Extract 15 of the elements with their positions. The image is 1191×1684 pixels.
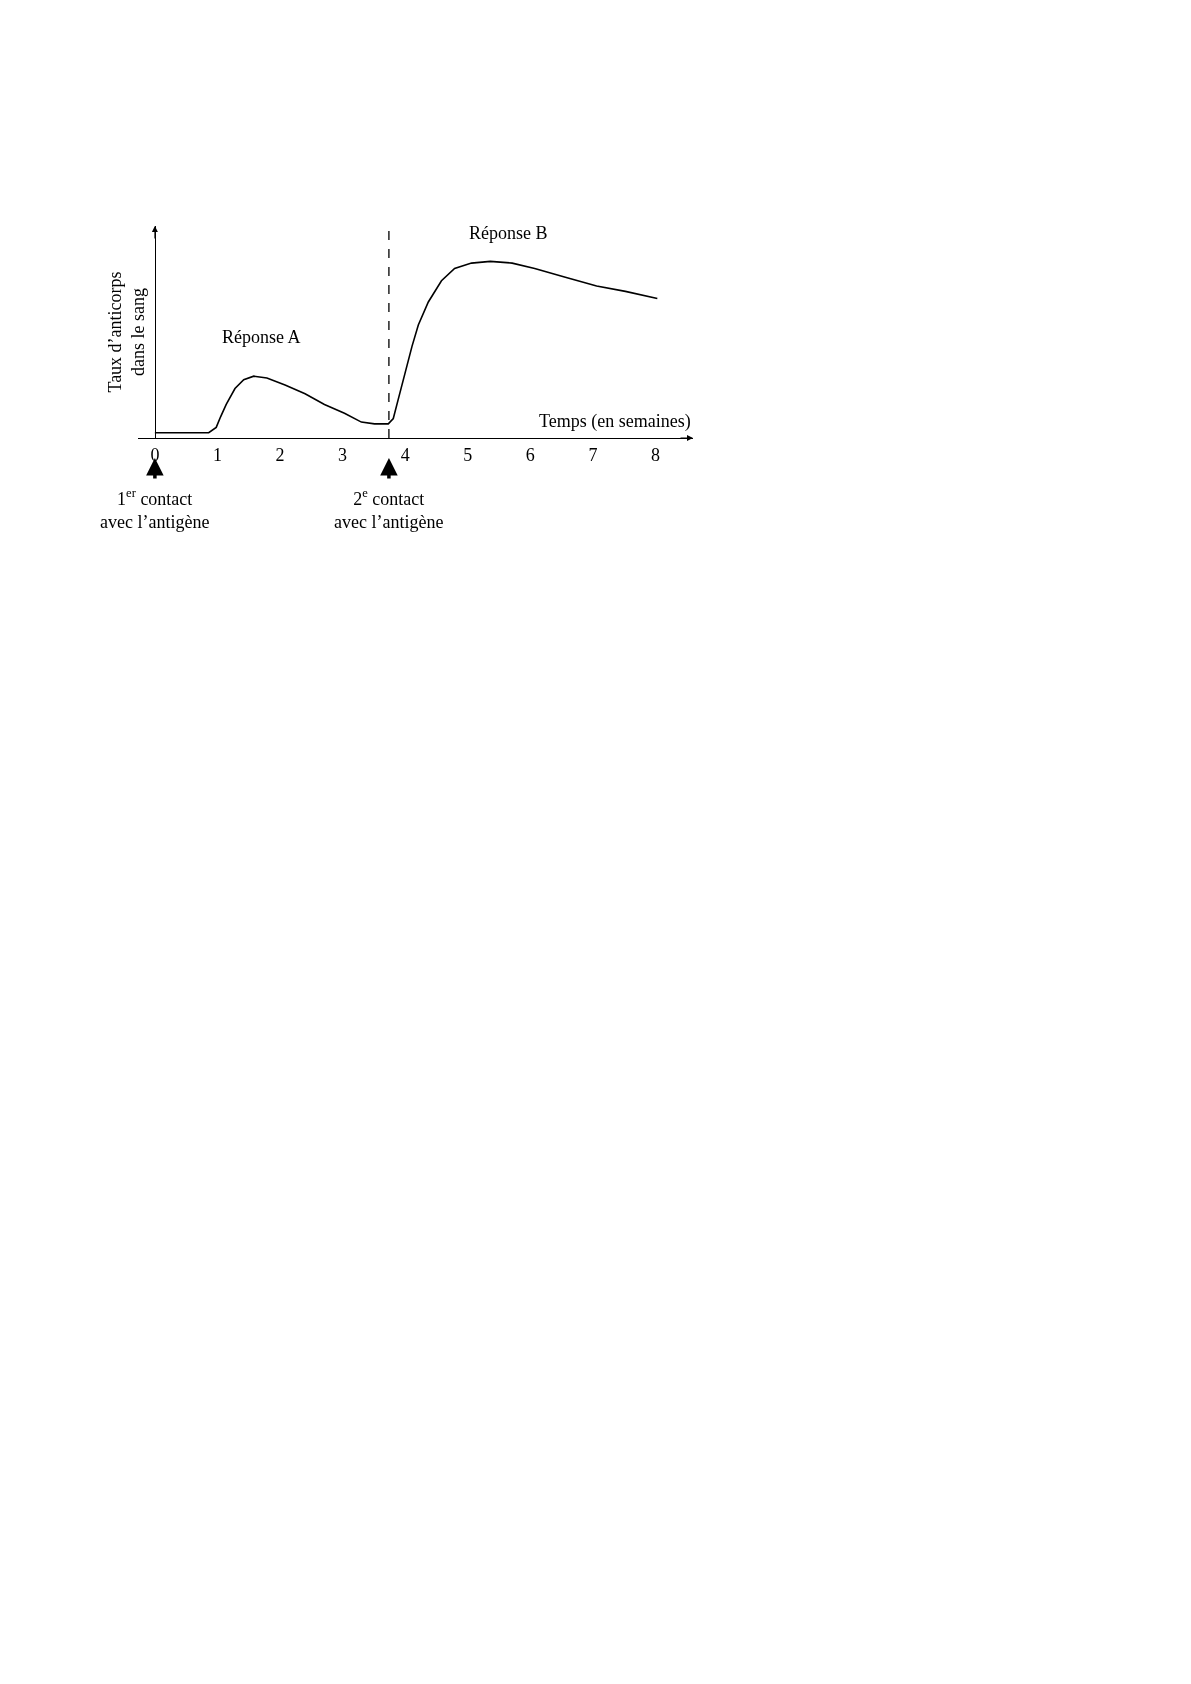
annotation: Réponse A <box>222 327 301 347</box>
x-tick-label: 5 <box>463 444 473 465</box>
x-tick-label: 7 <box>588 444 598 465</box>
text: Réponse B <box>469 223 548 243</box>
x-axis-title: Temps (en semaines) <box>539 411 691 432</box>
x-tick-label: 2 <box>275 444 285 465</box>
x-tick-label: 3 <box>338 444 348 465</box>
x-tick-label: 1 <box>212 444 222 465</box>
x-tick-label: 8 <box>650 444 660 465</box>
y-axis-title: Taux d’anticorps dans le sang <box>104 271 148 393</box>
x-tick-label: 6 <box>525 444 535 465</box>
annotation: 2$^{e}$ contact avec l’antigène <box>334 486 444 532</box>
annotation: 1$^{er}$ contact avec l’antigène <box>100 486 210 532</box>
x-tick-label: 0 <box>150 444 160 465</box>
x-tick-label: 4 <box>400 444 410 465</box>
